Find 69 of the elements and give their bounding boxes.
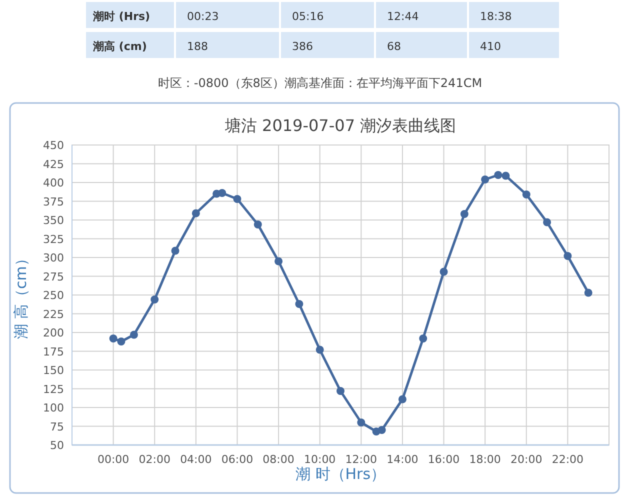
y-tick-label: 275	[43, 270, 64, 284]
text: 潮高 (cm)	[92, 40, 147, 53]
point	[440, 268, 448, 276]
y-tick-label: 400	[43, 176, 64, 190]
y-tick-label: 125	[43, 382, 64, 396]
text: 05:16	[292, 10, 324, 23]
point	[117, 338, 126, 346]
point	[150, 296, 159, 304]
point	[357, 418, 366, 426]
point	[218, 189, 226, 197]
x-tick-label: 14:00	[386, 453, 418, 466]
point	[233, 195, 242, 203]
x-tick-label: 02:00	[138, 453, 170, 466]
x-tick-label: 10:00	[304, 453, 336, 466]
x-tick-label: 08:00	[262, 453, 294, 466]
text: 68	[387, 40, 401, 53]
point	[398, 395, 406, 404]
point	[295, 300, 304, 308]
point	[494, 171, 502, 179]
text: 00:23	[187, 10, 219, 23]
point	[460, 210, 468, 218]
point	[192, 209, 200, 218]
point	[543, 218, 552, 226]
text: 188	[187, 40, 208, 53]
y-tick-label: 225	[43, 308, 64, 321]
x-tick-label: 20:00	[510, 453, 542, 466]
y-tick-label: 375	[43, 195, 64, 208]
x-tick-label: 12:00	[345, 453, 378, 466]
text: 潮时 (Hrs)	[92, 10, 150, 23]
y-tick-label: 250	[43, 289, 64, 302]
point	[564, 252, 572, 260]
chart-title: 塘沽 2019-07-07 潮汐表曲线图	[224, 116, 456, 135]
point	[584, 288, 592, 297]
point	[316, 346, 324, 354]
y-tick-label: 450	[43, 139, 64, 152]
y-tick-label: 150	[43, 364, 64, 377]
point	[171, 246, 180, 255]
point	[109, 334, 118, 342]
x-tick-label: 06:00	[221, 453, 254, 466]
y-tick-label: 350	[43, 214, 64, 227]
y-tick-label: 425	[43, 158, 64, 171]
point	[378, 426, 386, 434]
point	[522, 190, 530, 198]
text: 12:44	[387, 10, 419, 23]
point	[419, 334, 428, 342]
point	[502, 172, 510, 180]
y-tick-label: 200	[43, 326, 64, 340]
x-tick-label: 22:00	[552, 453, 584, 466]
text: 386	[292, 40, 313, 53]
text: 410	[480, 40, 501, 53]
y-tick-label: 100	[43, 402, 64, 414]
x-tick-label: 16:00	[428, 453, 460, 466]
point	[336, 387, 344, 395]
x-tick-label: 18:00	[469, 453, 501, 466]
text: 18:38	[480, 10, 512, 23]
x-tick-label: 04:00	[180, 453, 212, 466]
point	[254, 220, 262, 228]
y-tick-label: 300	[43, 252, 64, 264]
point	[274, 257, 283, 266]
y-tick-label: 50	[50, 439, 64, 452]
y-tick-label: 325	[43, 232, 64, 246]
point	[130, 330, 138, 339]
point	[481, 176, 490, 184]
x-axis-title: 潮 时（Hrs）	[295, 465, 386, 483]
y-tick-label: 75	[50, 420, 64, 434]
y-tick-label: 175	[43, 345, 64, 358]
x-tick-label: 00:00	[97, 453, 130, 466]
y-axis-title: 潮 高（cm）	[12, 251, 30, 339]
text: 时区：-0800（东8区）潮高基准面：在平均海平面下241CM	[158, 76, 482, 90]
